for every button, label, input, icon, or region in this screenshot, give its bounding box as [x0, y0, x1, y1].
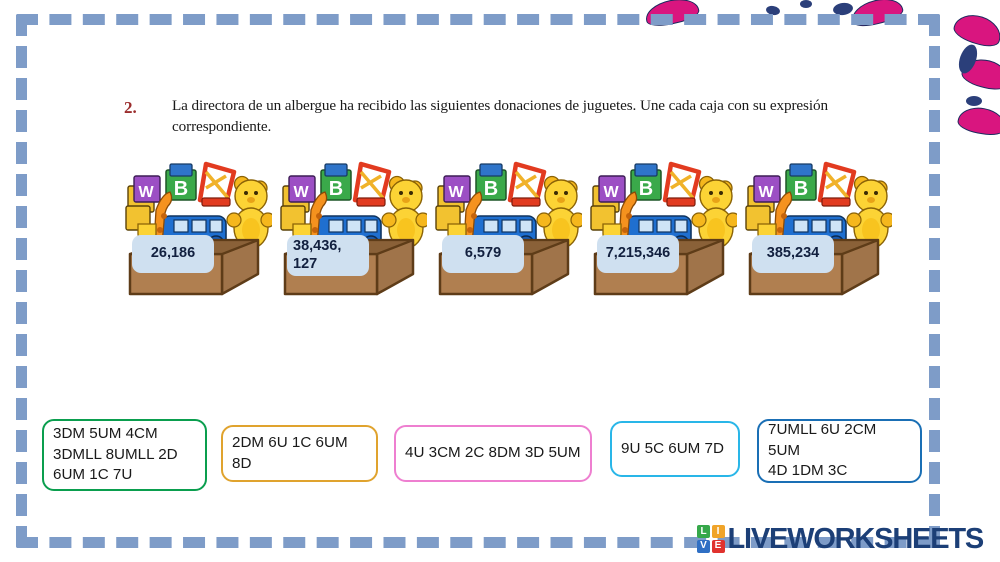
decorative-shape [955, 42, 981, 76]
liveworksheets-wordmark: LIVEWORKSHEETS [727, 522, 985, 555]
decorative-shape [848, 0, 906, 30]
toy-box-graphic: W B [432, 158, 586, 298]
toy-box-illustration: W B [435, 161, 586, 296]
svg-text:B: B [174, 178, 188, 200]
toy-box-number-label[interactable]: 38,436, 127 [287, 235, 369, 277]
svg-text:W: W [603, 184, 619, 201]
svg-text:B: B [484, 178, 498, 200]
decorative-shape [959, 54, 1000, 94]
toy-box-illustration: W B [745, 161, 896, 296]
decorative-shape [956, 104, 1000, 138]
answer-option-box[interactable]: 7UMLL 6U 2CM 5UM 4D 1DM 3C [757, 419, 922, 483]
answer-option-box[interactable]: 9U 5C 6UM 7D [610, 421, 740, 477]
logo-tile-v: V [697, 539, 710, 553]
decorative-shape [832, 1, 854, 17]
svg-text:B: B [639, 178, 653, 200]
toy-box-number-label[interactable]: 7,215,346 [597, 235, 679, 273]
toy-box-number-label[interactable]: 26,186 [132, 235, 214, 273]
svg-text:B: B [794, 178, 808, 200]
svg-text:W: W [758, 184, 774, 201]
decorative-shape [966, 96, 982, 106]
toy-box-number-label[interactable]: 385,234 [752, 235, 834, 273]
toy-box-item[interactable]: W B [277, 158, 431, 298]
exercise-instruction-text: La directora de un albergue ha recibido … [172, 97, 828, 135]
decorative-shape [643, 0, 701, 30]
answer-option-box[interactable]: 4U 3CM 2C 8DM 3D 5UM [394, 425, 592, 482]
logo-tile-e: E [711, 539, 725, 553]
toy-box-illustration: W B [590, 161, 741, 296]
answer-options-row: 3DM 5UM 4CM 3DMLL 8UMLL 2D 6UM 1C 7U 2DM … [42, 410, 962, 500]
svg-text:W: W [448, 184, 464, 201]
answer-option-box[interactable]: 2DM 6U 1C 6UM 8D [221, 425, 378, 482]
toy-box-item[interactable]: W B [122, 158, 276, 298]
toy-box-graphic: W B [277, 158, 431, 298]
toy-box-row: W B [122, 158, 922, 298]
toy-box-illustration: W B [125, 161, 276, 296]
toy-box-graphic: W B [587, 158, 741, 298]
exercise-number: 2. [124, 98, 137, 117]
exercise-header: 2. La directora de un albergue ha recibi… [124, 96, 884, 137]
toy-box-illustration: W B [280, 161, 431, 296]
toy-box-item[interactable]: W B [742, 158, 896, 298]
decorative-shape [765, 4, 781, 17]
decorative-shape [800, 0, 812, 8]
toy-box-graphic: W B [122, 158, 276, 298]
svg-text:W: W [293, 184, 309, 201]
toy-box-item[interactable]: W B [432, 158, 586, 298]
answer-option-box[interactable]: 3DM 5UM 4CM 3DMLL 8UMLL 2D 6UM 1C 7U [42, 419, 207, 491]
logo-tile-l: L [697, 525, 710, 539]
svg-text:W: W [138, 184, 154, 201]
toy-box-item[interactable]: W B [587, 158, 741, 298]
decorative-shape [950, 9, 1000, 51]
svg-text:B: B [329, 178, 343, 200]
toy-box-graphic: W B [742, 158, 896, 298]
logo-tile-i: I [711, 525, 725, 539]
toy-box-number-label[interactable]: 6,579 [442, 235, 524, 273]
